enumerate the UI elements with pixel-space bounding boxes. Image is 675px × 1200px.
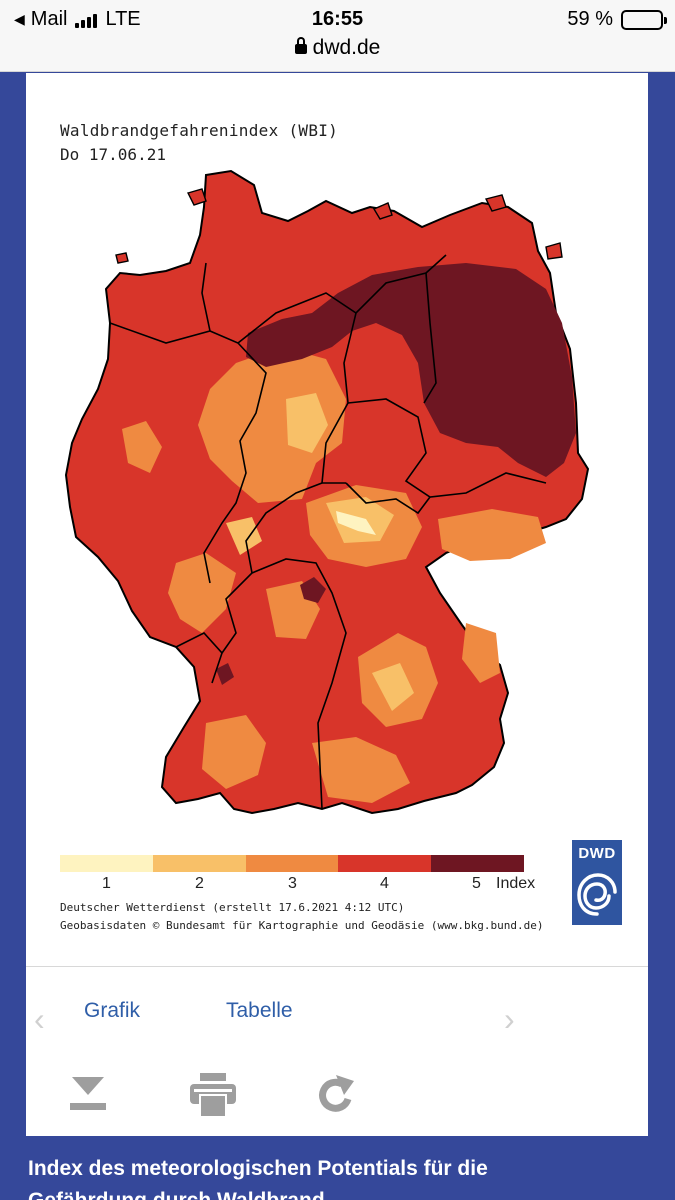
island (545, 242, 563, 260)
state-border (175, 632, 223, 684)
map-region (312, 737, 410, 803)
printer-slot (194, 1089, 232, 1092)
legend-label-1: 1 (102, 875, 111, 892)
next-arrow-icon[interactable]: › (504, 1001, 515, 1037)
state-border (109, 322, 267, 584)
legend-swatch-5 (431, 855, 524, 872)
swirl-inner (583, 882, 611, 910)
legend-unit-label: Index (496, 875, 536, 892)
map-region (438, 509, 546, 561)
map-region (202, 715, 266, 789)
map-region (122, 421, 162, 473)
dwd-logo-text: DWD (578, 845, 616, 862)
back-arrow-icon[interactable]: ◀ (14, 11, 25, 27)
map-region (168, 553, 236, 633)
print-icon[interactable] (188, 1073, 238, 1119)
download-arrow (72, 1077, 104, 1095)
footer-heading: Index des meteorologischen Potentials fü… (28, 1157, 488, 1180)
back-app-label[interactable]: Mail (30, 8, 68, 30)
map-region (198, 347, 346, 503)
map-title: Waldbrandgefahrenindex (WBI) (60, 121, 339, 140)
state-border (345, 482, 431, 515)
swirl-icon (577, 873, 617, 916)
download-icon[interactable] (68, 1073, 108, 1113)
state-border (423, 272, 437, 404)
map-region (372, 663, 414, 711)
island (484, 194, 507, 212)
map-date: Do 17.06.21 (60, 145, 166, 164)
network-label: LTE (105, 8, 141, 30)
tab-grafik[interactable]: Grafik (84, 999, 141, 1022)
island (115, 252, 129, 264)
dark-zones (216, 263, 576, 685)
printer-top (200, 1073, 226, 1081)
footer-heading-cont: Gefährdung durch Waldbrand (28, 1189, 325, 1200)
map-region (286, 393, 328, 453)
url-text: dwd.de (312, 36, 381, 59)
legend-label-4: 4 (380, 875, 389, 892)
download-bar (70, 1103, 106, 1110)
island (372, 202, 393, 220)
yellow-zones (336, 511, 376, 535)
wbi-map[interactable] (26, 163, 648, 843)
map-region (300, 577, 326, 603)
lock-icon (294, 37, 307, 54)
coastline-islands (115, 188, 563, 264)
state-border (251, 558, 347, 810)
state-border (347, 398, 547, 498)
state-border (321, 312, 357, 484)
germany-shape (64, 169, 590, 815)
signal-icon (75, 12, 98, 28)
map-region (216, 663, 234, 685)
prev-arrow-icon[interactable]: ‹ (34, 1001, 45, 1037)
credit-line-2: Geobasisdaten © Bundesamt für Kartograph… (60, 919, 544, 932)
legend-swatch-4 (338, 855, 432, 872)
printer-paper (199, 1094, 227, 1118)
state-borders (109, 254, 547, 810)
status-left: ◀ Mail LTE (14, 8, 141, 31)
legend-swatch-1 (60, 855, 153, 872)
battery-percent: 59 % (567, 8, 613, 30)
legend-label-2: 2 (195, 875, 204, 892)
map-legend (60, 855, 524, 872)
status-bar: ◀ Mail LTE 16:55 dwd.de 59 % (0, 0, 675, 72)
legend-swatch-3 (245, 855, 339, 872)
legend-label-3: 3 (288, 875, 297, 892)
map-base-region (64, 169, 590, 815)
status-right: 59 % (567, 8, 667, 31)
state-border (201, 262, 211, 332)
url-bar[interactable]: dwd.de (0, 36, 675, 60)
clock: 16:55 (311, 8, 364, 30)
legend-labels: 1 2 3 4 5 Index (60, 875, 560, 895)
refresh-icon[interactable] (314, 1073, 358, 1117)
map-region (246, 263, 576, 477)
battery-icon (621, 9, 667, 30)
map-region (226, 517, 262, 555)
dwd-logo: DWD (572, 840, 622, 925)
swirl-outer (577, 873, 617, 916)
map-region (462, 623, 500, 683)
credit-line-1: Deutscher Wetterdienst (erstellt 17.6.20… (60, 901, 405, 914)
legend-swatch-2 (152, 855, 246, 872)
refresh-arrowhead (336, 1075, 354, 1095)
divider (26, 966, 648, 967)
content-card: Waldbrandgefahrenindex (WBI) Do 17.06.21 (26, 73, 648, 1136)
island (186, 188, 207, 206)
map-region (336, 511, 376, 535)
tab-tabelle[interactable]: Tabelle (226, 999, 293, 1022)
state-border (221, 482, 323, 654)
legend-label-5: 5 (472, 875, 481, 892)
refresh-arc (319, 1078, 352, 1112)
